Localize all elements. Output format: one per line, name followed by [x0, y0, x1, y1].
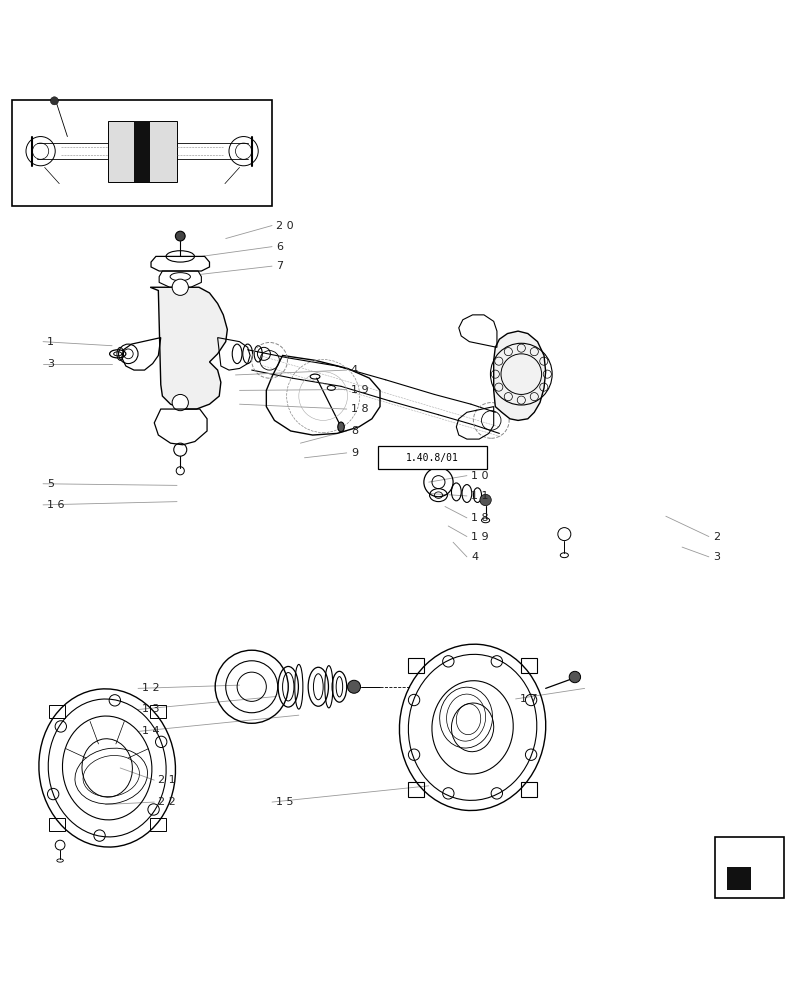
Text: 1 8: 1 8: [470, 513, 488, 523]
Text: 1 3: 1 3: [142, 704, 160, 714]
Bar: [377, 446, 487, 469]
Bar: [714, 837, 783, 898]
Text: 1 6: 1 6: [47, 500, 65, 510]
Text: 1 9: 1 9: [350, 385, 368, 395]
Text: 1 7: 1 7: [519, 694, 537, 704]
Circle shape: [347, 680, 360, 693]
Text: 4: 4: [350, 365, 358, 375]
Text: 1: 1: [47, 337, 54, 347]
Circle shape: [479, 494, 491, 506]
Polygon shape: [493, 331, 545, 420]
Text: 2 0: 2 0: [276, 221, 294, 231]
Text: 1 5: 1 5: [276, 797, 294, 807]
Text: 8: 8: [350, 426, 358, 436]
Text: 7: 7: [276, 261, 283, 271]
Circle shape: [172, 279, 188, 295]
Bar: [12, 100, 272, 206]
Bar: [107, 121, 176, 182]
Bar: [134, 121, 150, 182]
Text: 1 9: 1 9: [470, 532, 488, 542]
Bar: [726, 867, 750, 890]
Text: 5: 5: [47, 479, 54, 489]
Text: 4: 4: [470, 552, 478, 562]
Text: 6: 6: [276, 242, 283, 252]
Circle shape: [569, 671, 580, 683]
Circle shape: [172, 394, 188, 411]
Circle shape: [50, 97, 58, 105]
Text: 1 0: 1 0: [470, 471, 488, 481]
Circle shape: [175, 231, 185, 241]
Text: 2 2: 2 2: [158, 797, 176, 807]
Text: 1 1: 1 1: [470, 491, 488, 501]
Text: 3: 3: [47, 359, 54, 369]
Text: 1 2: 1 2: [142, 683, 160, 693]
Text: 3: 3: [712, 552, 719, 562]
Polygon shape: [150, 287, 227, 409]
Ellipse shape: [337, 422, 344, 432]
Text: 1.40.8/01: 1.40.8/01: [406, 453, 458, 463]
Text: 1 4: 1 4: [142, 726, 160, 736]
Polygon shape: [722, 843, 769, 886]
Text: 1 8: 1 8: [350, 404, 368, 414]
Text: 2 1: 2 1: [158, 775, 176, 785]
Text: 9: 9: [350, 448, 358, 458]
Text: 2: 2: [712, 532, 719, 542]
